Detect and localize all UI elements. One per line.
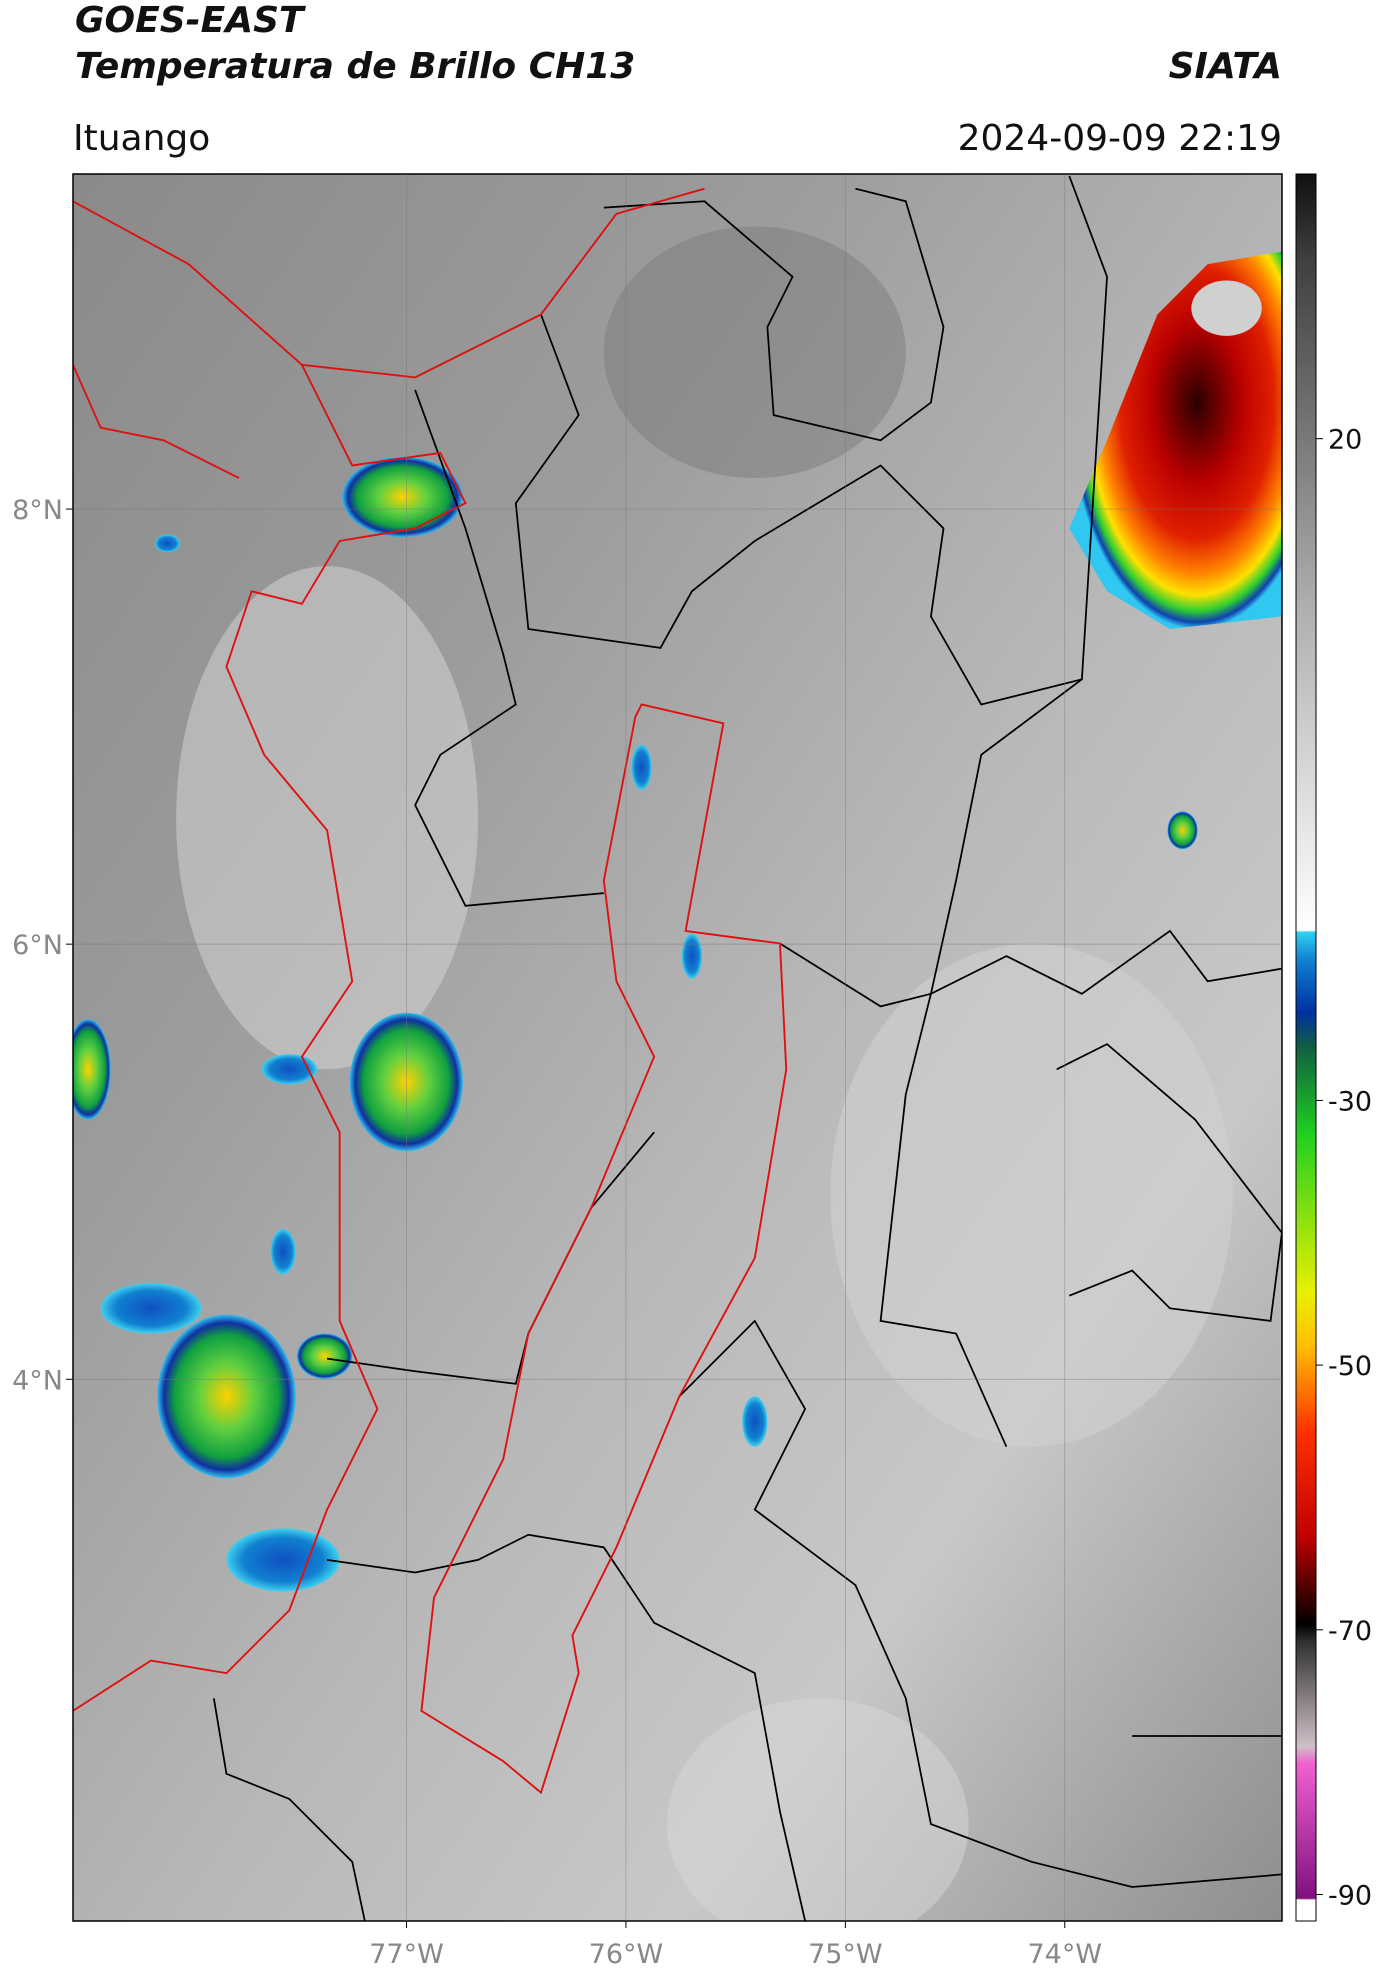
lat-tick-label: 8°N xyxy=(12,495,63,526)
title: GOES-EAST xyxy=(75,0,306,41)
subtitle: Temperatura de Brillo CH13 xyxy=(75,46,635,87)
colorbar xyxy=(1295,173,1317,1922)
map-frame xyxy=(72,173,1283,1922)
imagery xyxy=(73,175,1282,1921)
source: SIATA xyxy=(1169,46,1282,87)
colorbar-tick-label: -70 xyxy=(1328,1616,1372,1647)
location: Ituango xyxy=(73,118,210,159)
lon-tick-label: 77°W xyxy=(369,1939,444,1970)
colorbar-tick-label: -30 xyxy=(1328,1086,1372,1117)
map-area xyxy=(73,174,1282,1921)
lat-tick-label: 6°N xyxy=(12,930,63,961)
colorbar-tick-label: -90 xyxy=(1328,1881,1372,1912)
datetime: 2024-09-09 22:19 xyxy=(958,118,1282,159)
lon-tick-label: 75°W xyxy=(808,1939,883,1970)
colorbar-tick-label: -50 xyxy=(1328,1351,1372,1382)
lon-tick-label: 74°W xyxy=(1027,1939,1102,1970)
lon-tick-label: 76°W xyxy=(589,1939,664,1970)
colorbar-tick-label: 20 xyxy=(1328,425,1362,456)
lat-tick-label: 4°N xyxy=(12,1365,63,1396)
